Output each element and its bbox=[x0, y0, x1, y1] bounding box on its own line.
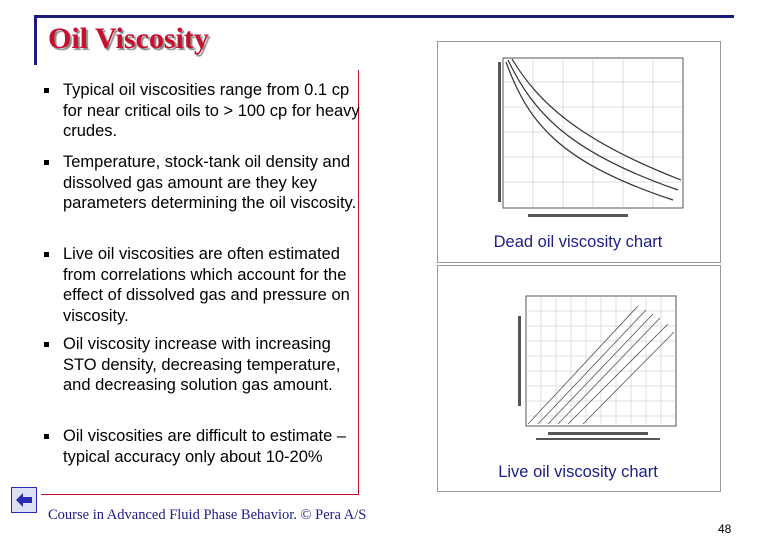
bullet-item: Oil viscosities are difficult to estimat… bbox=[44, 426, 363, 467]
slide-title: Oil Viscosity bbox=[48, 22, 209, 55]
bullet-marker bbox=[44, 342, 49, 347]
live-oil-viscosity-caption: Live oil viscosity chart bbox=[498, 463, 658, 481]
bullet-marker bbox=[44, 88, 49, 93]
bullet-text: Oil viscosity increase with increasing S… bbox=[63, 335, 341, 395]
dead-oil-viscosity-figure bbox=[437, 41, 721, 263]
return-arrow-icon[interactable] bbox=[11, 487, 37, 513]
bullet-marker bbox=[44, 434, 49, 439]
bullet-item: Live oil viscosities are often estimated… bbox=[44, 244, 363, 326]
bullet-item: Temperature, stock-tank oil density and … bbox=[44, 152, 363, 214]
bullet-marker bbox=[44, 252, 49, 257]
bullet-item: Oil viscosity increase with increasing S… bbox=[44, 334, 363, 396]
dead-oil-viscosity-chart-image bbox=[498, 57, 684, 217]
bullet-text: Oil viscosities are difficult to estimat… bbox=[63, 427, 347, 466]
title-frame-left bbox=[34, 15, 37, 65]
page-number: 48 bbox=[718, 522, 732, 536]
live-oil-viscosity-figure bbox=[437, 265, 721, 492]
bullet-text: Temperature, stock-tank oil density and … bbox=[63, 153, 357, 213]
bullet-item: Typical oil viscosities range from 0.1 c… bbox=[44, 80, 363, 142]
live-oil-viscosity-chart-image bbox=[518, 295, 677, 440]
return-arrow-glyph bbox=[16, 493, 32, 507]
title-frame-top bbox=[34, 15, 734, 18]
dead-oil-viscosity-caption: Dead oil viscosity chart bbox=[493, 233, 663, 251]
bullet-text: Typical oil viscosities range from 0.1 c… bbox=[63, 81, 360, 141]
bullet-marker bbox=[44, 160, 49, 165]
bullet-list: Typical oil viscosities range from 0.1 c… bbox=[41, 70, 360, 495]
bullet-text: Live oil viscosities are often estimated… bbox=[63, 245, 350, 325]
footer-course: Course in Advanced Fluid Phase Behavior.… bbox=[48, 507, 367, 523]
